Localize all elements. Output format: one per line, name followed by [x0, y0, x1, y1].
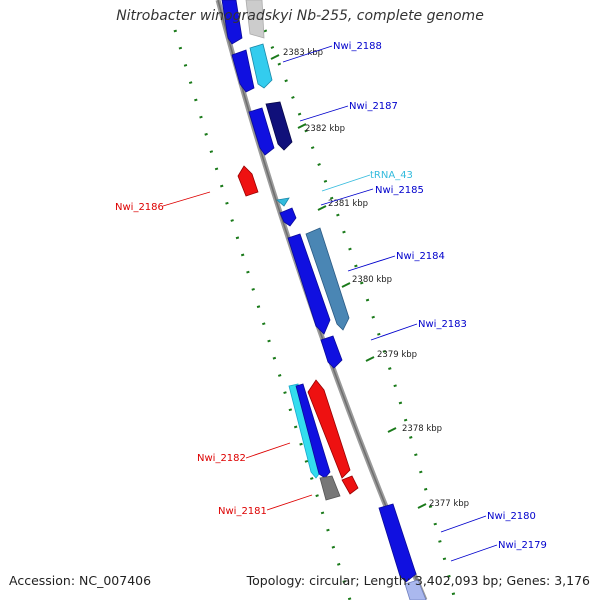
- label-nwi-2180[interactable]: Nwi_2180: [487, 511, 536, 522]
- gene-nwi-2187-a[interactable]: [248, 107, 275, 156]
- tick-label-2381: 2381 kbp: [328, 199, 368, 209]
- label-nwi-2185[interactable]: Nwi_2185: [375, 185, 424, 196]
- map-title: Nitrobacter winogradskyi Nb-255, complet…: [116, 8, 484, 24]
- inner-scale-track: [173, 29, 352, 600]
- scale-ticks: 2383 kbp 2382 kbp 2381 kbp 2380 kbp 2379…: [270, 48, 469, 509]
- gene-nwi-2180[interactable]: [378, 503, 417, 583]
- tick-label-2382: 2382 kbp: [305, 124, 345, 134]
- gene-partial-top-blue[interactable]: [221, 0, 243, 45]
- gene-nwi-2179[interactable]: [404, 579, 427, 600]
- accession-label: Accession: NC_007406: [9, 573, 152, 588]
- gene-nwi-2181[interactable]: [319, 475, 341, 501]
- gene-nwi-2184-b[interactable]: [305, 227, 350, 331]
- label-nwi-2182[interactable]: Nwi_2182: [197, 453, 246, 464]
- callout-lines: [162, 45, 498, 562]
- tick-label-2379: 2379 kbp: [377, 350, 417, 360]
- gene-nwi-2185[interactable]: [279, 207, 297, 227]
- outer-scale-track: [263, 29, 457, 600]
- label-nwi-2184[interactable]: Nwi_2184: [396, 251, 445, 262]
- tick-label-2380: 2380 kbp: [352, 275, 392, 285]
- genome-summary: Topology: circular; Length: 3,402,093 bp…: [246, 573, 590, 588]
- gene-nwi-2184-a[interactable]: [287, 233, 331, 335]
- tick-label-2378: 2378 kbp: [402, 424, 442, 434]
- label-nwi-2183[interactable]: Nwi_2183: [418, 319, 467, 330]
- tick-label-2383: 2383 kbp: [283, 48, 323, 58]
- label-nwi-2179[interactable]: Nwi_2179: [498, 540, 547, 551]
- gene-partial-top-grey[interactable]: [245, 0, 265, 39]
- label-nwi-2181[interactable]: Nwi_2181: [218, 506, 267, 517]
- trna-43[interactable]: [276, 197, 290, 207]
- gene-nwi-2188-a[interactable]: [231, 49, 255, 93]
- label-trna-43[interactable]: tRNA_43: [370, 170, 413, 181]
- gene-nwi-2187-b[interactable]: [265, 101, 293, 151]
- gene-labels: Nwi_2188 Nwi_2187 tRNA_43 Nwi_2185 Nwi_2…: [115, 41, 547, 551]
- label-nwi-2188[interactable]: Nwi_2188: [333, 41, 382, 52]
- gene-nwi-2188-b[interactable]: [249, 43, 273, 89]
- gene-nwi-2186[interactable]: [237, 165, 259, 197]
- label-nwi-2187[interactable]: Nwi_2187: [349, 101, 398, 112]
- gene-nwi-2182-d[interactable]: [341, 475, 359, 495]
- gene-nwi-2183[interactable]: [320, 335, 343, 369]
- gene-nwi-2182-b[interactable]: [295, 383, 331, 479]
- tick-label-2377: 2377 kbp: [429, 499, 469, 509]
- gene-nwi-2182-c[interactable]: [307, 379, 351, 479]
- label-nwi-2186[interactable]: Nwi_2186: [115, 202, 164, 213]
